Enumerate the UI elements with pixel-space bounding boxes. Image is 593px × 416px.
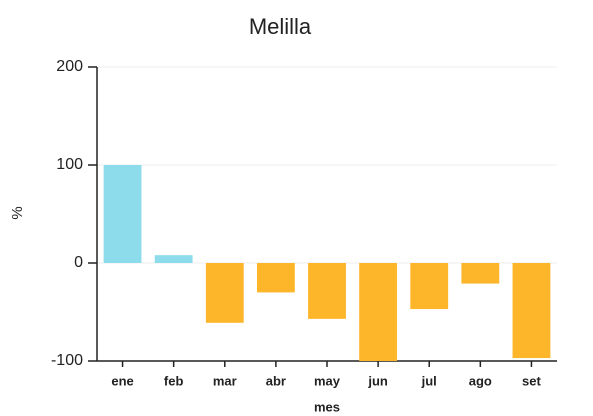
x-tick-label: feb <box>164 373 184 388</box>
bar <box>103 165 142 263</box>
bar <box>205 263 244 323</box>
bar <box>154 255 193 263</box>
x-tick-label: ago <box>469 373 492 388</box>
y-tick-label: 100 <box>56 156 83 173</box>
x-tick-label: may <box>314 373 341 388</box>
chart-title: Melilla <box>249 14 312 39</box>
y-tick-label: -100 <box>51 352 83 369</box>
y-axis-label: % <box>9 206 26 219</box>
bar <box>359 263 398 361</box>
x-tick-label: mar <box>213 373 237 388</box>
x-tick-label: abr <box>266 373 286 388</box>
bar <box>461 263 500 284</box>
x-tick-label: jul <box>421 373 437 388</box>
x-axis-label: mes <box>314 399 340 414</box>
y-tick-label: 0 <box>74 254 83 271</box>
bar <box>256 263 295 293</box>
y-tick-label: 200 <box>56 58 83 75</box>
x-tick-label: jun <box>367 373 388 388</box>
x-tick-label: set <box>522 373 541 388</box>
bar <box>410 263 449 310</box>
x-tick-label: ene <box>111 373 133 388</box>
bar <box>512 263 551 359</box>
bar <box>308 263 346 319</box>
